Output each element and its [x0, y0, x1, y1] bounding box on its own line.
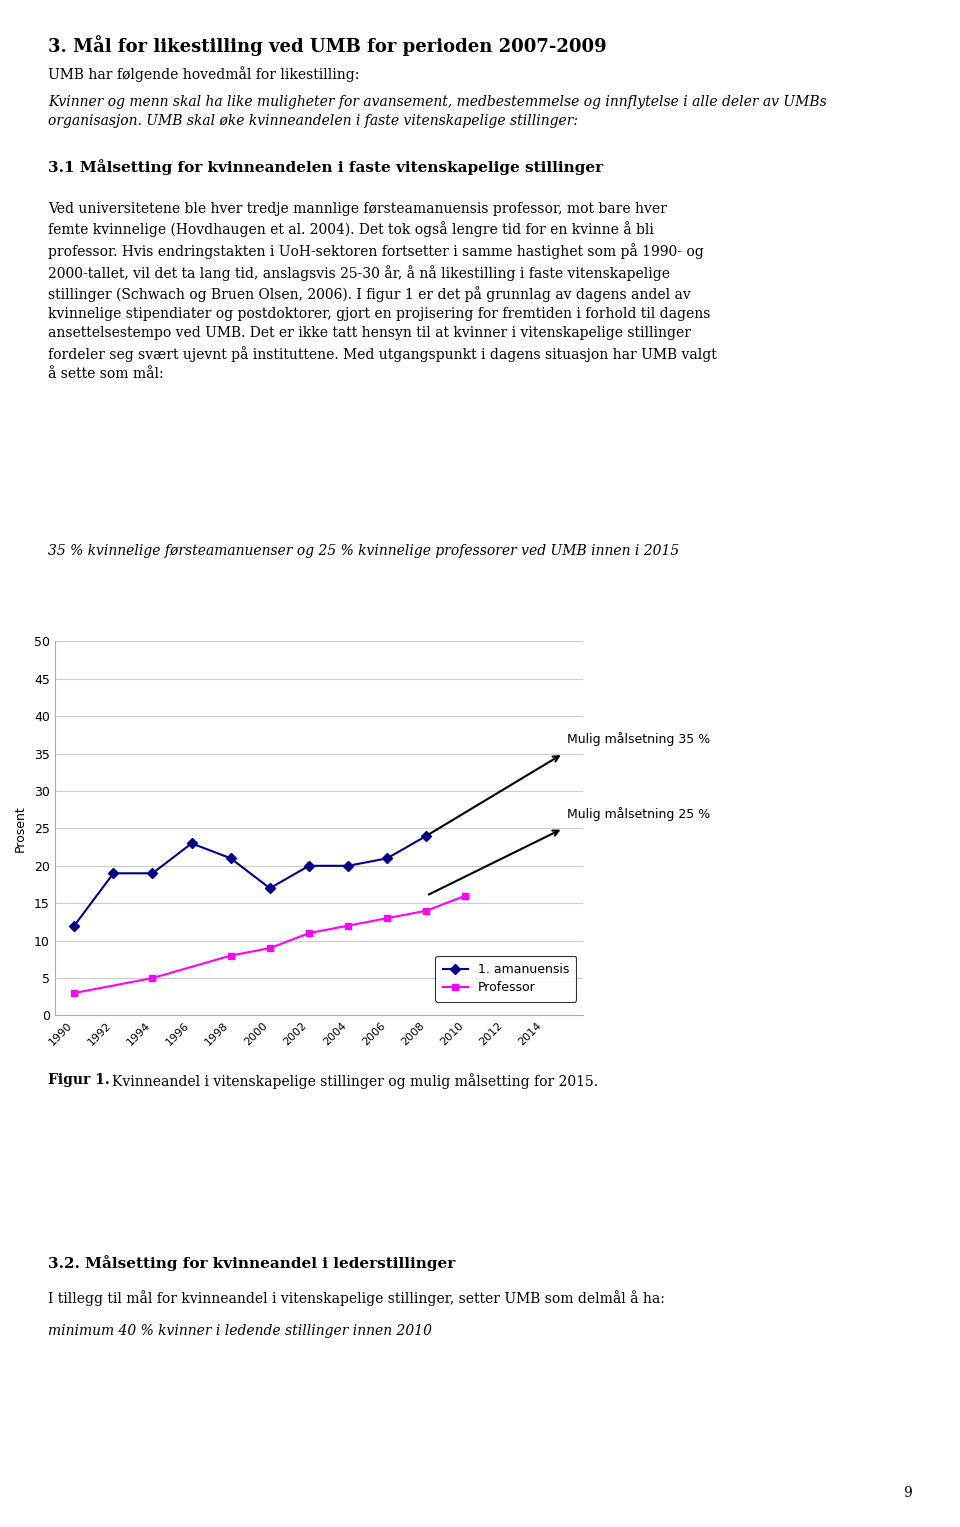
Legend: 1. amanuensis, Professor: 1. amanuensis, Professor — [435, 956, 576, 1002]
Professor — [68, 983, 80, 1002]
Text: 3. Mål for likestilling ved UMB for perioden 2007-2009: 3. Mål for likestilling ved UMB for peri… — [48, 35, 607, 56]
Text: minimum 40 % kvinner i ledende stillinger innen 2010: minimum 40 % kvinner i ledende stillinge… — [48, 1324, 432, 1338]
Professor — [343, 916, 354, 935]
Text: 9: 9 — [903, 1486, 912, 1500]
Text: Mulig målsetning 35 %: Mulig målsetning 35 % — [567, 731, 710, 747]
Text: UMB har følgende hovedmål for likestilling:: UMB har følgende hovedmål for likestilli… — [48, 66, 359, 81]
Y-axis label: Prosent: Prosent — [13, 805, 27, 852]
1. amanuensis — [225, 849, 236, 867]
Line: 1. amanuensis: 1. amanuensis — [71, 832, 430, 928]
Professor — [264, 939, 276, 957]
1. amanuensis — [186, 834, 198, 852]
Text: 3.2. Målsetting for kvinneandel i lederstillinger: 3.2. Målsetting for kvinneandel i leders… — [48, 1255, 455, 1270]
1. amanuensis — [303, 857, 315, 875]
Professor — [225, 947, 236, 965]
1. amanuensis — [147, 864, 158, 883]
Professor — [147, 968, 158, 986]
Professor — [303, 924, 315, 942]
Text: Figur 1.: Figur 1. — [48, 1073, 109, 1087]
Professor — [420, 901, 432, 919]
1. amanuensis — [420, 826, 432, 844]
1. amanuensis — [343, 857, 354, 875]
Line: Professor: Professor — [71, 892, 468, 997]
Text: Mulig målsetning 25 %: Mulig målsetning 25 % — [567, 806, 710, 822]
Text: Kvinneandel i vitenskapelige stillinger og mulig målsetting for 2015.: Kvinneandel i vitenskapelige stillinger … — [112, 1073, 598, 1089]
Text: Ved universitetene ble hver tredje mannlige førsteamanuensis professor, mot bare: Ved universitetene ble hver tredje mannl… — [48, 202, 717, 380]
Text: I tillegg til mål for kvinneandel i vitenskapelige stillinger, setter UMB som de: I tillegg til mål for kvinneandel i vite… — [48, 1290, 665, 1306]
Text: 3.1 Målsetting for kvinneandelen i faste vitenskapelige stillinger: 3.1 Målsetting for kvinneandelen i faste… — [48, 159, 603, 174]
Professor — [381, 909, 393, 927]
Text: 35 % kvinnelige førsteamanuenser og 25 % kvinnelige professorer ved UMB innen i : 35 % kvinnelige førsteamanuenser og 25 %… — [48, 544, 680, 557]
1. amanuensis — [381, 849, 393, 867]
1. amanuensis — [264, 880, 276, 898]
Text: Kvinner og menn skal ha like muligheter for avansement, medbestemmelse og innfly: Kvinner og menn skal ha like muligheter … — [48, 95, 827, 128]
1. amanuensis — [68, 916, 80, 935]
1. amanuensis — [108, 864, 119, 883]
Professor — [460, 887, 471, 906]
